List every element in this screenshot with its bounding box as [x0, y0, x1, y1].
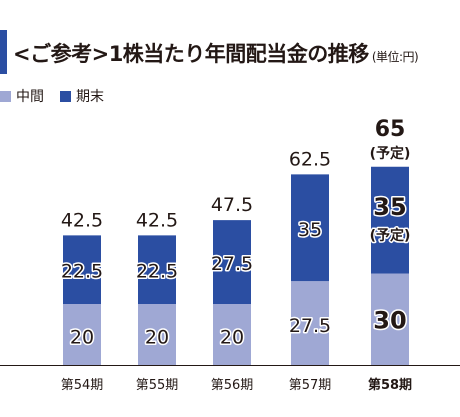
- bar-interim: [138, 304, 176, 365]
- final-value-label: 27.5: [211, 253, 253, 275]
- x-tick-label: 第54期: [61, 378, 104, 393]
- bar-interim: [291, 281, 329, 365]
- legend-item-interim: 中間: [0, 86, 44, 106]
- interim-value-label: 27.5: [289, 315, 331, 337]
- legend-item-final: 期末: [60, 86, 104, 106]
- legend-label-interim: 中間: [16, 89, 44, 105]
- total-value-label: 62.5: [289, 148, 331, 170]
- x-tick-label: 第55期: [136, 378, 179, 393]
- unit-label: (単位:円): [371, 50, 419, 64]
- chart-title: <ご参考>1株当たり年間配当金の推移 (単位:円): [13, 38, 419, 68]
- final-value-label: 22.5: [61, 261, 103, 283]
- interim-value-label: 20: [220, 327, 244, 349]
- bar-interim: [213, 304, 251, 365]
- total-value-label: 47.5: [211, 194, 253, 216]
- bar-interim: [371, 273, 409, 365]
- bar-final: [63, 235, 101, 304]
- total-value-label: 42.5: [61, 209, 103, 231]
- interim-value-label: 30: [373, 306, 406, 334]
- interim-value-label: 20: [70, 327, 94, 349]
- final-value-label: 22.5: [136, 261, 178, 283]
- interim-value-label: 20: [145, 327, 169, 349]
- total-value-label: 42.5: [136, 209, 178, 231]
- bar-final: [213, 220, 251, 304]
- legend-swatch-final: [60, 90, 71, 102]
- bar-final: [291, 174, 329, 282]
- x-tick-label: 第57期: [289, 378, 332, 393]
- x-tick-label: 第56期: [211, 378, 254, 393]
- final-planned-note: (予定): [370, 227, 411, 244]
- x-tick-label: 第58期: [368, 377, 412, 393]
- legend-swatch-interim: [0, 90, 11, 102]
- total-planned-note: (予定): [370, 145, 411, 162]
- bar-final: [138, 235, 176, 304]
- legend-label-final: 期末: [76, 89, 104, 105]
- bar-interim: [63, 304, 101, 365]
- total-value-label: 65: [375, 117, 406, 142]
- bar-final: [371, 166, 409, 274]
- final-value-label: 35: [298, 219, 322, 241]
- chart-title-text: <ご参考>1株当たり年間配当金の推移: [13, 42, 369, 66]
- legend: 中間 期末: [0, 86, 120, 106]
- final-value-label: 35: [373, 193, 406, 221]
- title-accent-bar: [0, 30, 7, 74]
